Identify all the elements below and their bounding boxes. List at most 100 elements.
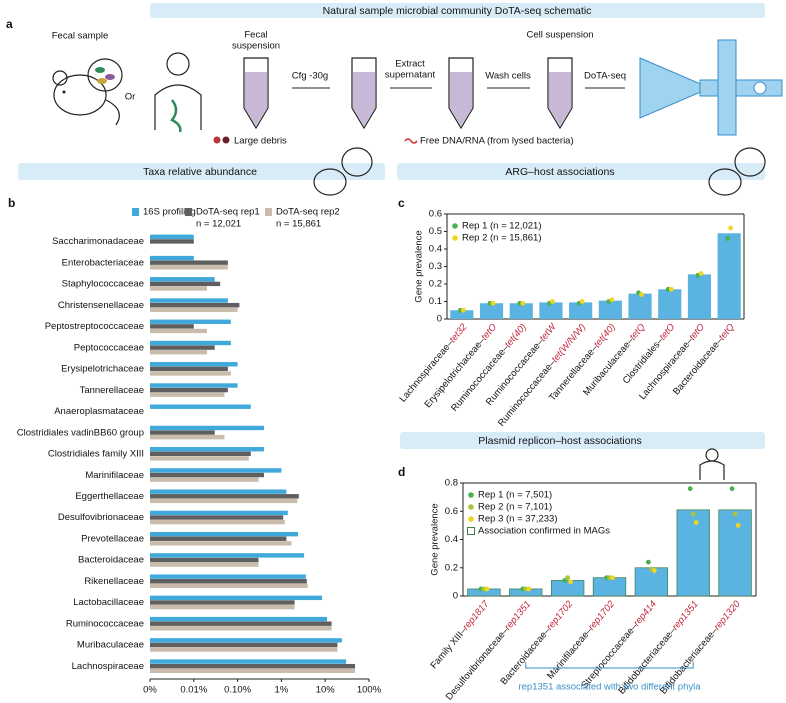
legend-swatch (185, 208, 192, 216)
legend-swatch (132, 208, 139, 216)
point (520, 300, 526, 306)
category-gene: rep414 (631, 598, 658, 628)
bar (150, 430, 215, 435)
bar (150, 498, 298, 504)
y-tick-label: Muribaculaceae (77, 640, 144, 651)
legend-note: n = 15,861 (276, 219, 321, 230)
point (526, 586, 532, 592)
y-tick-label: 0.6 (429, 209, 442, 220)
bar (150, 234, 194, 240)
bar (150, 616, 328, 622)
bar (150, 298, 228, 303)
bar (150, 302, 240, 308)
y-tick-label: Prevotellaceae (81, 533, 144, 544)
point (687, 486, 693, 492)
point (735, 522, 741, 528)
y-tick-label: 0.6 (445, 506, 458, 517)
x-tick-label: 1% (275, 685, 289, 696)
y-axis-title: Gene prevalence (414, 230, 425, 302)
bar (150, 286, 207, 291)
bar (150, 541, 292, 546)
point (651, 568, 657, 573)
point (565, 575, 571, 581)
point (610, 575, 615, 581)
bar (150, 392, 225, 397)
bar (150, 579, 307, 584)
category-gene: rep1702 (586, 598, 617, 632)
category-gene: rep1351 (670, 598, 701, 632)
point (550, 299, 555, 304)
x-tick-label: 0% (143, 685, 157, 696)
bar (150, 447, 264, 452)
point (725, 236, 731, 241)
step-label: Cell suspension (526, 30, 593, 41)
bar (676, 509, 710, 597)
step-label: Fecal sample (52, 31, 109, 42)
bar (718, 509, 752, 597)
point (693, 520, 699, 525)
bar (150, 531, 299, 537)
legend-swatch (468, 504, 474, 510)
bar (150, 451, 251, 456)
bar (150, 281, 221, 287)
bar (592, 577, 627, 597)
bar (150, 404, 251, 409)
bar (150, 536, 287, 541)
category-gene: tet32 (447, 321, 469, 345)
bar (479, 303, 504, 319)
bar (150, 642, 338, 648)
bar (539, 302, 563, 319)
bar (150, 255, 194, 261)
y-tick-label: Clostridiales vadinBB60 group (17, 427, 144, 438)
x-tick-label: Clostridiales–tetO (620, 321, 677, 386)
x-tick-label: 100% (357, 685, 382, 696)
legend-note: n = 12,021 (196, 219, 241, 230)
bar (150, 600, 295, 605)
bar (150, 434, 225, 440)
step-label: DoTA-seq (584, 71, 626, 82)
point (690, 511, 696, 517)
y-tick-label: Lactobacillaceae (73, 597, 144, 608)
point (645, 559, 651, 565)
y-tick-label: Staphylococcaceae (62, 279, 144, 290)
point (609, 297, 615, 303)
y-tick-label: Desulfovibrionaceae (58, 512, 144, 523)
bar (150, 425, 264, 431)
point (568, 579, 574, 585)
step-label: Cfg -30g (292, 71, 328, 82)
y-tick-label: Peptococcaceae (74, 342, 144, 353)
bar (150, 307, 238, 312)
bar (150, 340, 231, 346)
x-tick-label: 10% (316, 685, 336, 696)
y-tick-label: 0.1 (429, 296, 442, 307)
y-axis-title: Gene prevalence (430, 503, 441, 575)
category-gene: rep1817 (460, 598, 491, 632)
bar (598, 300, 622, 319)
bar (150, 659, 347, 664)
y-tick-label: 0.5 (429, 226, 442, 237)
point (732, 511, 738, 517)
bar (150, 265, 228, 270)
y-tick-label: 0.8 (445, 478, 458, 489)
panel-label: a (6, 17, 13, 31)
bar (150, 456, 249, 461)
bar (150, 277, 215, 282)
bar (509, 303, 533, 319)
y-tick-label: Marinifilaceae (85, 470, 144, 481)
bar (150, 371, 231, 376)
bar (150, 468, 282, 473)
category-gene: tet(40) (591, 321, 617, 349)
legend-label: Association confirmed in MAGs (478, 526, 610, 537)
y-tick-label: 0.2 (429, 279, 442, 290)
step-label: supernatant (385, 70, 436, 81)
banner-title: Plasmid replicon–host associations (478, 435, 641, 447)
point (698, 271, 704, 276)
bar (150, 319, 231, 324)
bar (150, 519, 285, 525)
legend-label: Rep 3 (n = 37,233) (478, 514, 557, 525)
y-tick-label: 0 (453, 591, 458, 602)
point (562, 578, 568, 583)
legend-swatch (468, 516, 474, 522)
legend-label: DoTA-seq rep1 (196, 207, 260, 218)
